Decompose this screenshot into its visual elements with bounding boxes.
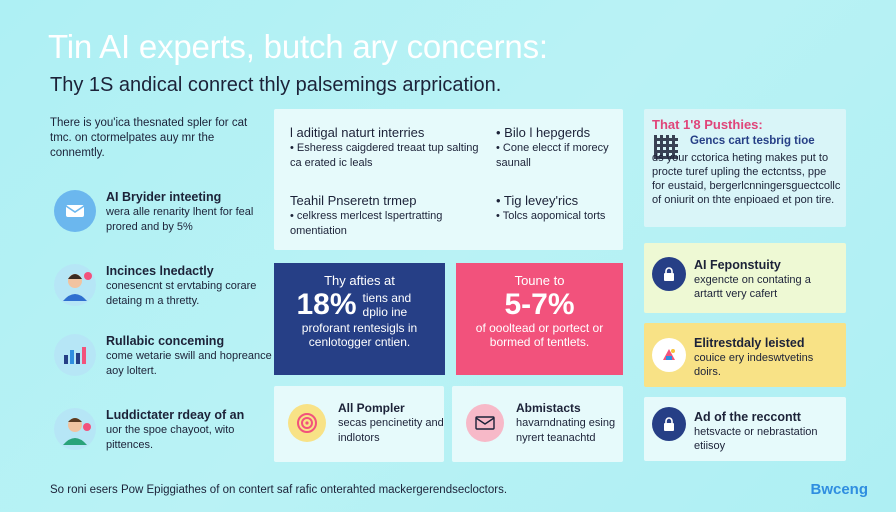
info-cell-body: • Esheress caigdered treaat tup salting …: [290, 142, 479, 169]
info-cell-heading: Teahil Pnseretn trmep: [290, 193, 417, 208]
feature-body: havarndnating esing nyrert teanachtd: [516, 417, 616, 444]
right-card: Elitrestdaly leisted couice ery indeswtv…: [644, 323, 846, 387]
info-cell: Teahil Pnseretn trmep • celkress merlces…: [290, 193, 490, 239]
right-panel-subheading: Gencs cart tesbrig tioe: [690, 135, 815, 147]
intro-text: There is you'ica thesnated spler for cat…: [50, 117, 248, 159]
right-info-panel: That 1'8 Pusthies: Gencs cart tesbrig ti…: [644, 109, 846, 227]
info-cell-body: • Cone elecct if morecy saunall: [496, 142, 609, 169]
card-heading: AI Feponstuity: [694, 258, 781, 272]
left-item-body: conesencnt st ervtabing corare detaing m…: [106, 280, 257, 307]
feature-panel: All Pompler secas pencinetity and indlot…: [274, 386, 444, 462]
left-item-heading: Rullabic conceming: [106, 334, 225, 348]
person-avatar-icon: [54, 408, 96, 450]
brand-logo: Bwceng: [810, 481, 868, 498]
card-body: hetsvacte or nebrastation etiisoy: [694, 426, 818, 452]
palette-icon: [652, 338, 686, 372]
qr-code-icon: [654, 135, 678, 159]
stat-side-text: tiens and dplio ine: [362, 291, 412, 319]
right-panel-body: ds your cctorica heting makes put to pro…: [652, 152, 841, 206]
person-avatar-icon: [54, 264, 96, 306]
envelope-icon: [466, 404, 504, 442]
info-cell-heading: • Tig levey'rics: [496, 193, 579, 208]
info-cell: • Tig levey'rics • Tolcs aopomical torts: [496, 193, 618, 224]
feature-body: secas pencinetity and indlotors: [338, 417, 444, 444]
card-body: exgencte on contating a artartt very caf…: [694, 274, 811, 300]
info-cell-body: • Tolcs aopomical torts: [496, 210, 606, 222]
target-icon: [288, 404, 326, 442]
right-panel-heading: That 1'8 Pusthies:: [652, 117, 763, 132]
info-cell: • Bilo l hepgerds • Cone elecct if morec…: [496, 125, 618, 171]
right-card: Ad of the reccontt hetsvacte or nebrasta…: [644, 397, 846, 461]
left-item-body: come wetarie swill and hopreance aoy lol…: [106, 350, 272, 377]
info-panel: l aditigal naturt interries • Esheress c…: [274, 109, 623, 250]
stat-line-top: Thy afties at: [324, 273, 395, 288]
card-body: couice ery indeswtvetins doirs.: [694, 352, 814, 378]
left-item-body: uor the spoe chayoot, wito pittences.: [106, 424, 235, 451]
left-item-heading: Luddictater rdeay of an: [106, 408, 245, 422]
left-item-heading: AI Bryider inteeting: [106, 190, 222, 204]
info-cell-body: • celkress merlcest lspertratting omenti…: [290, 210, 443, 237]
left-item-body: wera alle renarity lhent for feal prored…: [106, 206, 254, 233]
stat-block: Thy afties at 18% tiens and dplio ine pr…: [274, 263, 445, 375]
stat-line-bottom: proforant rentesigls in cenlotogger cnti…: [301, 321, 418, 349]
stat-line-top: Toune to: [514, 273, 565, 288]
info-cell-heading: l aditigal naturt interries: [290, 125, 425, 140]
feature-panel: Abmistacts havarndnating esing nyrert te…: [452, 386, 623, 462]
stat-line-bottom: of oooltead or portect or bormed of tent…: [475, 321, 604, 349]
stat-block: Toune to 5-7% of oooltead or portect or …: [456, 263, 623, 375]
envelope-icon: [54, 190, 96, 232]
card-heading: Elitrestdaly leisted: [694, 336, 805, 350]
page-title: Tin AI experts, butch ary concerns:: [48, 28, 548, 65]
lock-icon: [652, 257, 686, 291]
feature-heading: All Pompler: [338, 401, 405, 415]
right-card: AI Feponstuity exgencte on contating a a…: [644, 243, 846, 313]
chart-icon: [54, 334, 96, 376]
stat-value: 5-7%: [504, 288, 575, 321]
feature-heading: Abmistacts: [516, 401, 581, 415]
stat-value: 18%: [296, 288, 357, 321]
info-cell: l aditigal naturt interries • Esheress c…: [290, 125, 490, 171]
info-cell-heading: • Bilo l hepgerds: [496, 125, 591, 140]
footer-text: So roni esers Pow Epiggiathes of on cont…: [50, 484, 508, 496]
page-subtitle: Thy 1S andical conrect thly palsemings a…: [50, 74, 502, 96]
lock-icon: [652, 407, 686, 441]
card-heading: Ad of the reccontt: [694, 410, 801, 424]
left-item-heading: Incinces lnedactly: [106, 264, 214, 278]
